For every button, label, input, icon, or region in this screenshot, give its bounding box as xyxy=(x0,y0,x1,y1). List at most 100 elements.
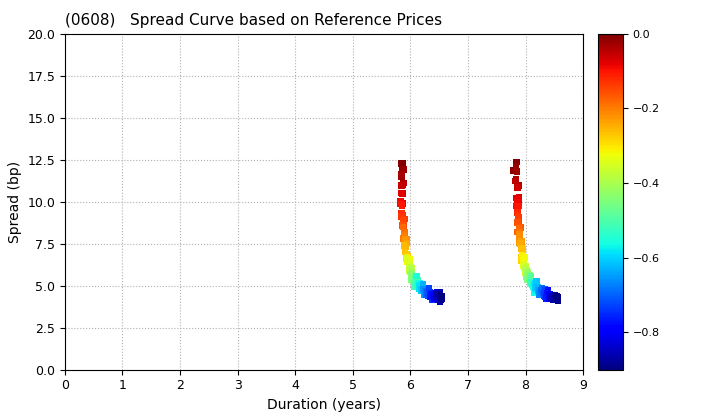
Point xyxy=(513,211,524,218)
Point xyxy=(514,233,526,240)
Point xyxy=(511,228,523,235)
Point xyxy=(415,283,426,290)
Point xyxy=(540,291,552,298)
Point xyxy=(401,252,413,258)
Point xyxy=(401,255,413,262)
Point xyxy=(403,261,415,268)
Point xyxy=(421,289,433,296)
Point xyxy=(409,273,420,280)
Point xyxy=(517,262,528,269)
X-axis label: Duration (years): Duration (years) xyxy=(267,398,381,412)
Point xyxy=(534,287,545,294)
Point xyxy=(429,294,441,301)
Point xyxy=(429,294,441,300)
Point xyxy=(397,166,408,173)
Point xyxy=(436,295,448,302)
Point xyxy=(529,281,541,287)
Point xyxy=(418,291,430,298)
Point xyxy=(535,291,546,298)
Point xyxy=(436,293,447,299)
Point xyxy=(396,173,408,180)
Point xyxy=(516,257,527,264)
Point xyxy=(521,275,533,282)
Point xyxy=(403,267,415,273)
Point xyxy=(397,213,409,219)
Point xyxy=(521,267,532,273)
Point xyxy=(399,249,410,255)
Point xyxy=(514,240,526,247)
Point xyxy=(411,277,423,284)
Point xyxy=(514,240,526,247)
Point xyxy=(548,296,559,303)
Point xyxy=(517,252,528,259)
Point xyxy=(431,291,443,298)
Point xyxy=(400,240,412,247)
Point xyxy=(510,178,521,184)
Point xyxy=(541,294,552,300)
Point xyxy=(404,261,415,268)
Point xyxy=(510,163,522,170)
Point xyxy=(398,243,410,249)
Point xyxy=(536,285,548,291)
Point xyxy=(527,279,539,286)
Point xyxy=(521,269,533,276)
Point xyxy=(513,221,525,228)
Point xyxy=(552,297,564,304)
Point xyxy=(525,273,536,279)
Point xyxy=(545,295,557,302)
Point xyxy=(395,201,407,207)
Point xyxy=(422,292,433,299)
Point xyxy=(412,280,423,286)
Point xyxy=(515,224,526,231)
Point xyxy=(512,184,523,191)
Point xyxy=(520,269,531,276)
Point xyxy=(406,270,418,276)
Point xyxy=(519,254,531,261)
Point xyxy=(514,230,526,237)
Point xyxy=(433,291,445,298)
Point xyxy=(539,286,550,293)
Point xyxy=(414,285,426,292)
Point xyxy=(546,294,557,301)
Point xyxy=(526,281,538,288)
Point xyxy=(524,278,536,285)
Point xyxy=(520,265,531,272)
Point xyxy=(529,289,541,296)
Point xyxy=(516,238,527,245)
Point xyxy=(410,277,421,284)
Point xyxy=(426,289,437,296)
Point xyxy=(396,213,408,220)
Point xyxy=(397,160,408,167)
Point xyxy=(527,280,539,287)
Point xyxy=(405,267,417,273)
Point xyxy=(510,158,522,165)
Point xyxy=(524,272,536,278)
Point xyxy=(521,273,533,280)
Point xyxy=(545,296,557,302)
Point xyxy=(426,293,437,300)
Point xyxy=(417,281,428,288)
Point xyxy=(404,267,415,273)
Point xyxy=(524,276,536,282)
Point xyxy=(522,269,534,276)
Point xyxy=(398,228,410,235)
Point xyxy=(414,280,426,287)
Point xyxy=(521,275,533,282)
Point xyxy=(397,222,409,229)
Point xyxy=(521,271,533,278)
Point xyxy=(405,265,417,272)
Point xyxy=(511,184,523,191)
Point xyxy=(513,202,524,209)
Point xyxy=(399,243,410,249)
Point xyxy=(549,292,561,299)
Point xyxy=(416,287,428,294)
Point xyxy=(395,198,406,205)
Point xyxy=(551,293,562,299)
Point xyxy=(396,171,408,177)
Point xyxy=(415,281,427,288)
Point xyxy=(400,255,412,262)
Point xyxy=(401,254,413,260)
Point xyxy=(412,283,423,289)
Point xyxy=(420,288,432,294)
Point xyxy=(405,272,417,278)
